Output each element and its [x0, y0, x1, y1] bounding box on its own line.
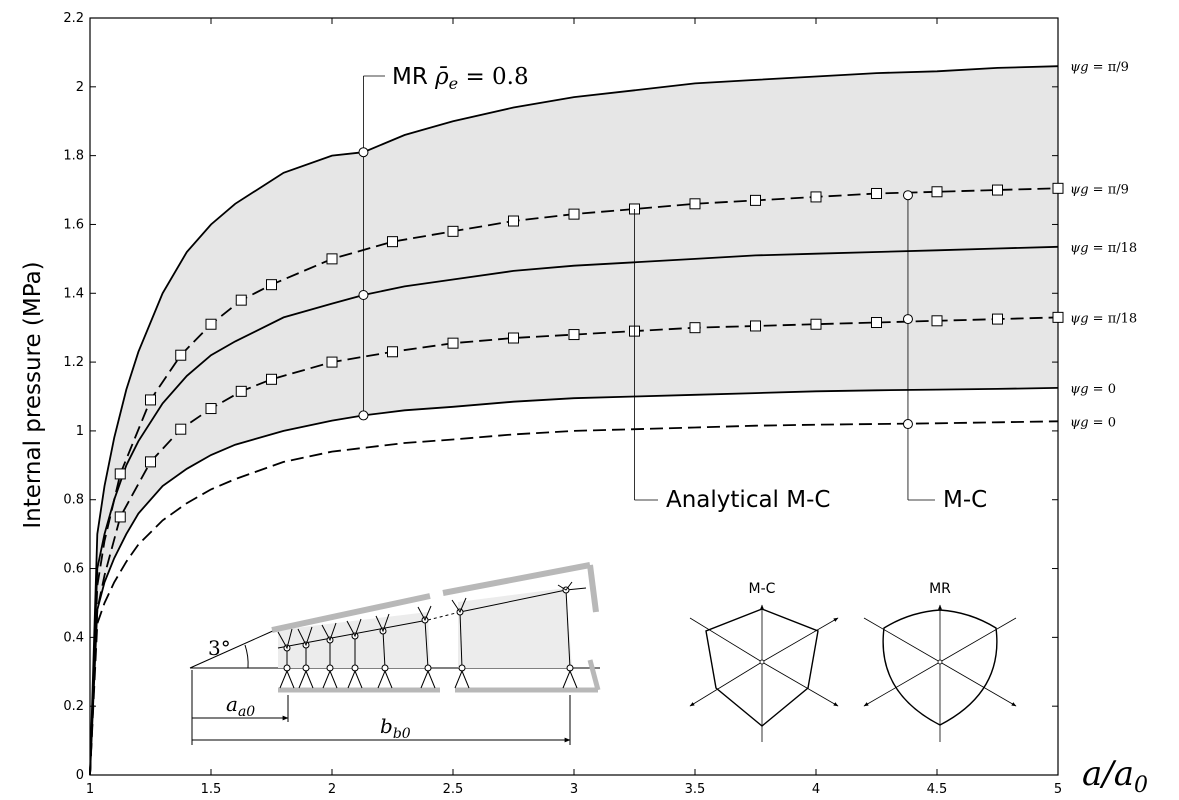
- series-marker-4: [387, 346, 398, 358]
- y-tick-label: 1.8: [63, 149, 84, 164]
- series-marker-3: [689, 198, 701, 210]
- x-tick-label: 2: [328, 782, 336, 797]
- series-marker-4: [871, 317, 882, 329]
- annotation-point-0: [358, 289, 369, 300]
- curve-label-4: ψg = 0: [1070, 382, 1116, 397]
- x-tick-label: 1: [86, 782, 94, 797]
- series-marker-3: [175, 349, 187, 361]
- annotation-point-0: [358, 147, 369, 158]
- annotation-analytical-mc: Analytical M-C: [666, 487, 830, 513]
- y-axis-label: Internal pressure (MPa): [20, 261, 46, 528]
- y-tick-label: 0: [76, 768, 84, 783]
- x-axis-label: a/a0: [1082, 754, 1148, 798]
- x-tick-label: 4.5: [927, 782, 948, 797]
- series-marker-4: [175, 423, 187, 435]
- series-marker-4: [931, 315, 943, 327]
- y-tick-label: 1.4: [63, 286, 84, 301]
- series-line-3: [89, 187, 1059, 776]
- series-marker-3: [145, 394, 156, 406]
- y-tick-label: 1: [76, 424, 84, 439]
- series-marker-4: [992, 313, 1003, 325]
- series-line-2: [89, 387, 1059, 776]
- inset-yield-surface-mc: M-C: [689, 581, 839, 742]
- curve-label-5: ψg = 0: [1070, 415, 1116, 430]
- series-marker-4: [205, 403, 217, 415]
- series-marker-4: [750, 320, 761, 332]
- series-line-4: [89, 316, 1059, 776]
- series-marker-4: [326, 356, 338, 368]
- series-marker-3: [992, 184, 1003, 196]
- series-marker-3: [871, 187, 882, 199]
- y-tick-label: 0.2: [63, 699, 84, 714]
- inset-yield-surface-mr: MR: [863, 581, 1017, 742]
- series-marker-3: [1052, 182, 1064, 194]
- series-marker-3: [205, 318, 217, 330]
- inset-mechanism: 3°: [189, 562, 601, 745]
- y-tick-label: 0.4: [63, 630, 84, 645]
- series-marker-4: [1052, 311, 1064, 323]
- y-tick-label: 2: [76, 80, 84, 95]
- annotation-mc: M-C: [943, 487, 987, 513]
- x-tick-label: 3: [570, 782, 578, 797]
- series-marker-3: [750, 194, 761, 206]
- series-marker-3: [387, 236, 398, 248]
- y-tick-label: 2.2: [63, 11, 84, 26]
- x-tick-label: 4: [812, 782, 820, 797]
- series-layer: [89, 65, 1064, 776]
- series-marker-3: [326, 253, 338, 265]
- x-tick-label: 3.5: [685, 782, 706, 797]
- curve-label-2: ψg = π/18: [1070, 241, 1137, 256]
- annotation-layer: ψg = π/9 ψg = π/9 ψg = π/18 ψg = π/18 ψg = 0…: [358, 60, 1137, 501]
- x-tick-label: 2.5: [443, 782, 464, 797]
- inset-b0-label: bb0: [380, 714, 411, 742]
- inset-a0-label: aa0: [226, 692, 255, 720]
- series-marker-4: [145, 456, 156, 468]
- series-marker-4: [235, 385, 247, 397]
- inset-mc-label: M-C: [749, 581, 776, 597]
- series-marker-3: [114, 468, 126, 480]
- y-tick-label: 1.6: [63, 217, 84, 232]
- annotation-point-0: [358, 410, 369, 421]
- curve-label-0: ψg = π/9: [1070, 60, 1129, 75]
- series-marker-4: [568, 329, 580, 341]
- y-tick-label: 0.6: [63, 562, 84, 577]
- x-tick-label: 1.5: [201, 782, 222, 797]
- series-marker-3: [568, 208, 580, 220]
- series-marker-3: [931, 186, 943, 198]
- curve-label-1: ψg = π/9: [1070, 182, 1129, 197]
- annotation-mr: MR ρ̄e = 0.8: [392, 64, 529, 93]
- shaded-band: [90, 66, 1058, 775]
- series-marker-4: [810, 318, 822, 330]
- series-marker-3: [810, 191, 822, 203]
- tick-layer: 1 1.5 2 2.5 3 3.5 4 4.5 5 0 0.2 0.4 0.6 0.8 1 1.2 1.4 1.6…: [63, 11, 1062, 797]
- inset-mr-label: MR: [929, 581, 951, 597]
- annotation-point-1: [902, 419, 913, 430]
- series-marker-4: [266, 373, 277, 385]
- series-line-5: [89, 420, 1059, 776]
- series-marker-3: [508, 215, 519, 227]
- y-tick-label: 0.8: [63, 493, 84, 508]
- annotation-point-1: [902, 190, 913, 201]
- series-marker-3: [447, 225, 459, 237]
- series-marker-3: [266, 279, 277, 291]
- series-marker-3: [235, 294, 247, 306]
- x-tick-label: 5: [1054, 782, 1062, 797]
- inset-angle-label: 3°: [208, 636, 231, 660]
- y-tick-label: 1.2: [63, 355, 84, 370]
- series-marker-4: [114, 511, 126, 523]
- series-marker-4: [689, 322, 701, 334]
- curve-label-3: ψg = π/18: [1070, 311, 1137, 326]
- annotation-point-1: [902, 314, 913, 325]
- series-marker-4: [447, 337, 459, 349]
- band-fill: [90, 66, 1058, 775]
- series-marker-4: [508, 332, 519, 344]
